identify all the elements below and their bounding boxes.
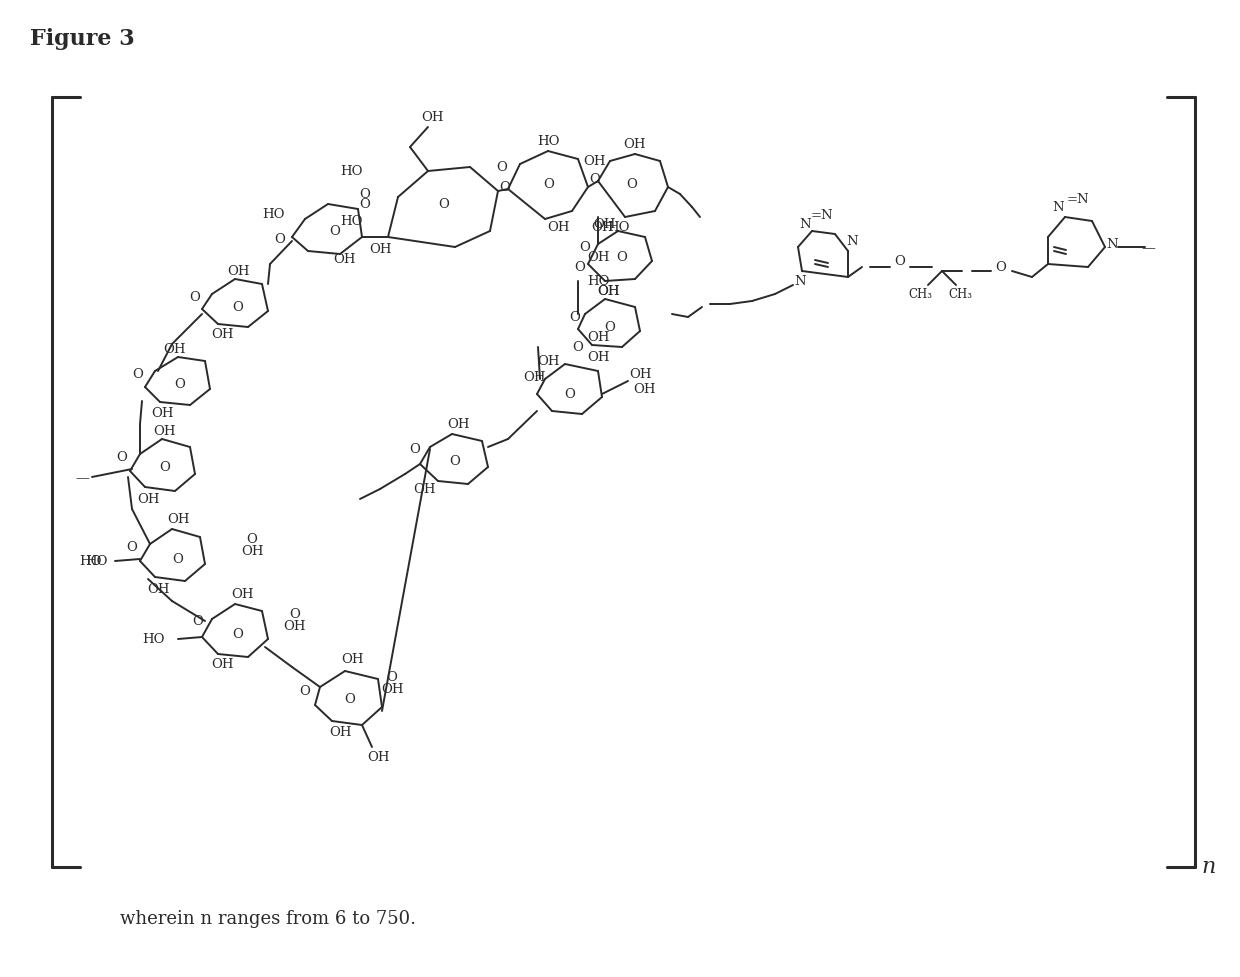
Text: O: O [290, 608, 300, 620]
Text: O: O [233, 301, 243, 315]
Text: OH: OH [231, 588, 253, 601]
Text: Figure 3: Figure 3 [30, 28, 135, 50]
Text: HO: HO [537, 136, 559, 149]
Text: OH: OH [523, 371, 547, 384]
Text: OH: OH [590, 221, 614, 234]
Text: HO: HO [143, 633, 165, 646]
Text: O: O [439, 198, 449, 211]
Text: N: N [846, 235, 858, 248]
Text: OH: OH [367, 750, 389, 764]
Text: N: N [1106, 238, 1117, 251]
Text: —: — [76, 471, 89, 485]
Text: OH: OH [587, 251, 609, 264]
Text: O: O [345, 693, 356, 705]
Text: HO: HO [341, 215, 363, 229]
Text: O: O [605, 321, 615, 334]
Text: OH: OH [634, 383, 656, 396]
Text: O: O [894, 255, 905, 269]
Text: O: O [996, 261, 1007, 275]
Text: O: O [579, 241, 590, 254]
Text: O: O [190, 291, 201, 304]
Text: CH₃: CH₃ [949, 288, 972, 301]
Text: HO: HO [86, 555, 108, 568]
Text: O: O [117, 451, 128, 464]
Text: O: O [274, 234, 285, 246]
Text: O: O [543, 179, 554, 191]
Text: O: O [133, 368, 144, 381]
Text: =N: =N [1066, 193, 1089, 206]
Text: OH: OH [241, 545, 263, 558]
Text: O: O [616, 251, 627, 264]
Text: OH: OH [446, 418, 469, 431]
Text: =N: =N [811, 209, 833, 223]
Text: HO: HO [263, 208, 285, 221]
Text: OH: OH [420, 111, 443, 124]
Text: OH: OH [596, 285, 619, 298]
Text: O: O [626, 179, 637, 191]
Text: HO: HO [79, 555, 102, 568]
Text: OH: OH [211, 658, 233, 671]
Text: OH: OH [136, 493, 159, 506]
Text: O: O [569, 312, 580, 324]
Text: O: O [496, 161, 507, 174]
Text: OH: OH [414, 483, 436, 496]
Text: O: O [450, 455, 460, 468]
Text: O: O [574, 261, 585, 275]
Text: OH: OH [596, 285, 619, 298]
Text: OH: OH [368, 243, 392, 256]
Text: —: — [1141, 240, 1154, 255]
Text: OH: OH [547, 221, 569, 234]
Text: O: O [330, 226, 341, 238]
Text: N: N [1053, 201, 1064, 214]
Text: OH: OH [584, 155, 606, 168]
Text: CH₃: CH₃ [908, 288, 932, 301]
Text: O: O [589, 173, 600, 187]
Text: O: O [160, 461, 170, 474]
Text: wherein n ranges from 6 to 750.: wherein n ranges from 6 to 750. [120, 909, 415, 927]
Text: OH: OH [594, 218, 616, 232]
Text: OH: OH [587, 331, 609, 344]
Text: N: N [800, 218, 811, 232]
Text: OH: OH [629, 368, 651, 381]
Text: O: O [360, 189, 371, 201]
Text: O: O [126, 541, 138, 554]
Text: O: O [360, 198, 371, 211]
Text: O: O [192, 615, 203, 628]
Text: O: O [175, 378, 186, 391]
Text: HO: HO [606, 221, 629, 234]
Text: O: O [387, 671, 398, 684]
Text: O: O [300, 685, 310, 698]
Text: OH: OH [151, 407, 174, 420]
Text: n: n [1202, 855, 1215, 877]
Text: O: O [172, 553, 184, 566]
Text: OH: OH [154, 425, 176, 438]
Text: O: O [564, 388, 575, 402]
Text: OH: OH [211, 328, 233, 341]
Text: OH: OH [164, 343, 186, 357]
Text: HO: HO [341, 165, 363, 179]
Text: OH: OH [146, 583, 169, 596]
Text: OH: OH [284, 619, 306, 633]
Text: O: O [500, 182, 511, 194]
Text: OH: OH [624, 139, 646, 151]
Text: OH: OH [381, 683, 403, 696]
Text: OH: OH [587, 351, 609, 364]
Text: OH: OH [166, 513, 190, 526]
Text: O: O [233, 628, 243, 641]
Text: OH: OH [334, 253, 356, 266]
Text: N: N [794, 276, 806, 288]
Text: OH: OH [341, 653, 363, 665]
Text: O: O [573, 341, 584, 354]
Text: O: O [409, 443, 420, 456]
Text: OH: OH [537, 355, 559, 368]
Text: OH: OH [329, 726, 351, 739]
Text: O: O [247, 533, 258, 546]
Text: HO: HO [587, 276, 609, 288]
Text: OH: OH [227, 265, 249, 278]
